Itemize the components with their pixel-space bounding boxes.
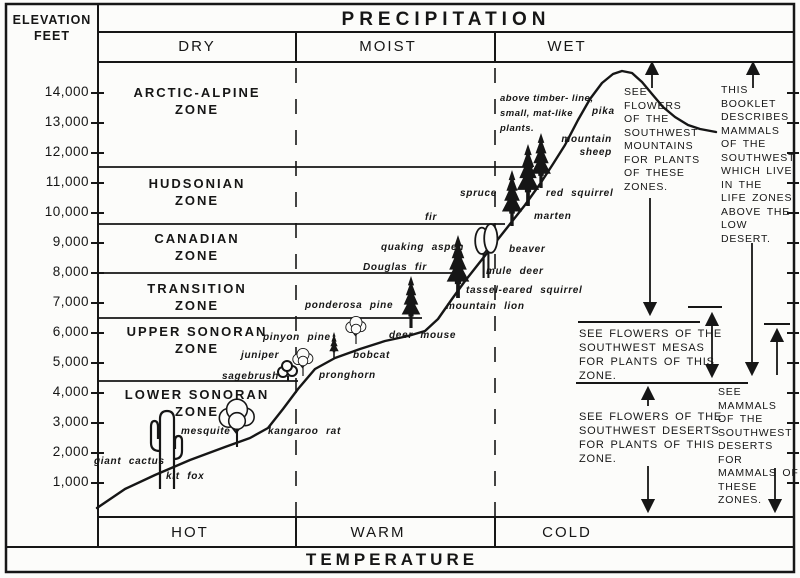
note-booklet-mammals: THIS BOOKLET DESCRIBES MAMMALS OF THE SO…: [721, 84, 796, 245]
species-label-mule-deer: mule deer: [486, 266, 544, 277]
species-label-bobcat: bobcat: [353, 350, 390, 361]
elevation-tick-label: 6,000: [52, 324, 89, 339]
note-arrows: [640, 60, 785, 514]
elevation-tick-label: 11,000: [45, 174, 89, 189]
elevation-tick-label: 12,000: [44, 144, 89, 159]
elevation-tick-label: 14,000: [44, 84, 89, 99]
species-label-mountain-lion: mountain lion: [446, 301, 525, 312]
species-label-beaver: beaver: [509, 244, 546, 255]
zone-boundary-lines: [98, 166, 533, 382]
species-label-juniper: juniper: [241, 350, 280, 361]
elevation-axis-title: ELEVATION FEET: [12, 13, 92, 43]
diagram-frame: [4, 2, 796, 574]
species-label-spruce: spruce: [460, 188, 497, 199]
species-label-douglas-fir: Douglas fir: [363, 262, 427, 273]
species-label-giant-cactus: giant cactus: [94, 456, 165, 467]
elevation-tick-label: 5,000: [52, 354, 89, 369]
elevation-tick-label: 9,000: [52, 234, 89, 249]
elevation-tick-label: 2,000: [52, 444, 89, 459]
zone-label-arctic-alpine: ARCTIC-ALPINE ZONE: [133, 85, 261, 117]
temp-column-hot: HOT: [171, 524, 209, 541]
zone-label-transition: TRANSITION ZONE: [147, 281, 247, 313]
species-label-kangaroo-rat: kangaroo rat: [268, 426, 341, 437]
species-label-fir: fir: [425, 212, 438, 223]
column-divider-dashed-lines: [295, 68, 496, 516]
species-label-kit-fox: kit fox: [166, 471, 205, 482]
elevation-tick-label: 1,000: [52, 474, 89, 489]
elevation-tick-label: 3,000: [52, 414, 89, 429]
vegetation-icons: [149, 131, 553, 489]
note-timberline: above timber- line; small, mat-like plan…: [500, 93, 594, 134]
elevation-tick-label: 13,000: [44, 114, 89, 129]
ponderosa-pine-icon: [400, 274, 422, 330]
precip-column-wet: WET: [547, 38, 587, 55]
elevation-tick-label: 7,000: [52, 294, 89, 309]
note-see-flowers-mountains: SEE FLOWERS OF THE SOUTHWEST MOUNTAINS F…: [624, 86, 700, 193]
precip-column-dry: DRY: [178, 38, 216, 55]
precipitation-title: PRECIPITATION: [341, 9, 551, 30]
species-label-pinyon-pine: pinyon pine: [263, 332, 331, 343]
species-label-tassel-eared-squirrel: tassel-eared squirrel: [466, 285, 583, 296]
species-label-mesquite: mesquite: [181, 426, 231, 437]
note-see-flowers-mesas: SEE FLOWERS OF THE SOUTHWEST MESAS FOR P…: [579, 328, 723, 382]
elevation-tick-label: 10,000: [44, 204, 89, 219]
precip-column-moist: MOIST: [359, 38, 417, 55]
species-label-red-squirrel: red squirrel: [546, 188, 614, 199]
oak-tree-icon: [345, 315, 367, 345]
temp-column-cold: COLD: [542, 524, 592, 541]
species-label-mountain-sheep: mountain sheep: [561, 134, 612, 158]
elevation-tick-label: 4,000: [52, 384, 89, 399]
fir-tree-icon: [500, 168, 524, 228]
species-label-quaking-aspen: quaking aspen: [381, 242, 465, 253]
saguaro-cactus-icon: [149, 409, 184, 489]
elevation-tick-label: 8,000: [52, 264, 89, 279]
species-label-pronghorn: pronghorn: [319, 370, 376, 381]
species-label-marten: marten: [534, 211, 572, 222]
temp-column-warm: WARM: [350, 524, 406, 541]
species-label-ponderosa-pine: ponderosa pine: [305, 300, 394, 311]
zone-label-hudsonian: HUDSONIAN ZONE: [148, 176, 246, 208]
temperature-title: TEMPERATURE: [305, 550, 479, 569]
zone-label-lower-sonoran: LOWER SONORAN ZONE: [124, 387, 270, 419]
note-see-mammals-deserts: SEE MAMMALS OF THE SOUTHWEST DESERTS FOR…: [718, 386, 799, 506]
species-label-deer-mouse: deer mouse: [389, 330, 457, 341]
note-rule-lines: [576, 306, 790, 384]
species-label-pika: pika: [592, 106, 615, 117]
note-see-flowers-deserts: SEE FLOWERS OF THE SOUTHWEST DESERTS FOR…: [579, 411, 723, 465]
zone-label-canadian: CANADIAN ZONE: [154, 231, 240, 263]
sagebrush-icon: [277, 360, 298, 381]
species-label-sagebrush: sagebrush: [222, 371, 279, 382]
zone-label-upper-sonoran: UPPER SONORAN ZONE: [126, 324, 268, 356]
elevation-tick-marks: [91, 92, 799, 484]
